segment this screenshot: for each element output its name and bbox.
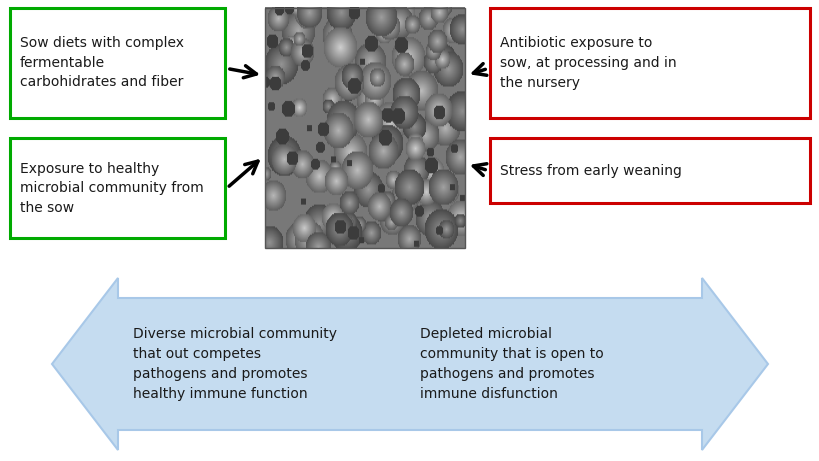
FancyBboxPatch shape xyxy=(10,8,224,118)
FancyBboxPatch shape xyxy=(490,8,809,118)
Text: Sow diets with complex
fermentable
carbohidrates and fiber: Sow diets with complex fermentable carbo… xyxy=(20,36,183,89)
Polygon shape xyxy=(52,278,767,450)
Text: Diverse microbial community
that out competes
pathogens and promotes
healthy imm: Diverse microbial community that out com… xyxy=(133,327,337,401)
Text: Depleted microbial
community that is open to
pathogens and promotes
immune disfu: Depleted microbial community that is ope… xyxy=(419,327,603,401)
FancyBboxPatch shape xyxy=(10,138,224,238)
Text: Exposure to healthy
microbial community from
the sow: Exposure to healthy microbial community … xyxy=(20,161,203,214)
Text: Stress from early weaning: Stress from early weaning xyxy=(500,164,681,177)
Text: Antibiotic exposure to
sow, at processing and in
the nursery: Antibiotic exposure to sow, at processin… xyxy=(500,36,676,89)
FancyBboxPatch shape xyxy=(490,138,809,203)
